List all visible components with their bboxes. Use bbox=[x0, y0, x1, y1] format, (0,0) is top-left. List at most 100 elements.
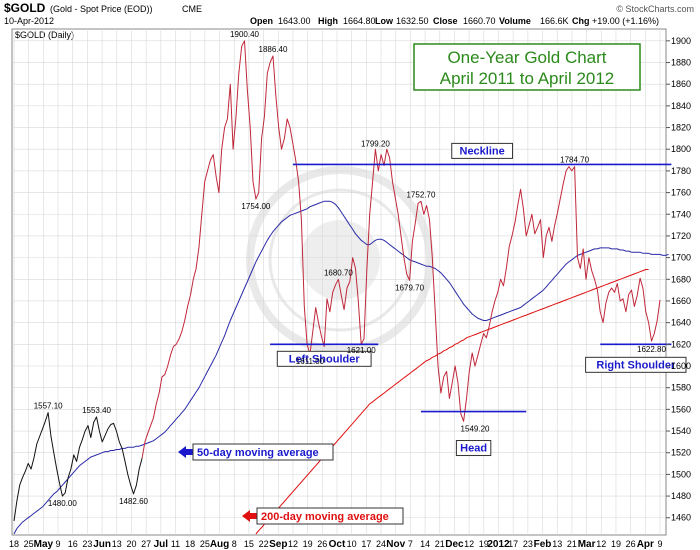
head-label-box bbox=[455, 440, 492, 457]
x-tick-label: 12 bbox=[288, 539, 298, 549]
x-tick-label: 11 bbox=[171, 539, 180, 549]
price-label: 1752.70 bbox=[406, 190, 435, 199]
ma50-legend-label: 50-day moving average bbox=[197, 447, 319, 459]
panel-label: $GOLD (Daily) bbox=[15, 30, 74, 40]
chg-value: +19.00 (+1.16%) bbox=[592, 16, 659, 26]
high-value: 1664.80 bbox=[343, 16, 376, 26]
exchange-label: CME bbox=[182, 4, 202, 14]
chart-title-line1: One-Year Gold Chart bbox=[447, 48, 606, 67]
y-tick-label: 1740 bbox=[671, 209, 691, 219]
x-tick-label: Apr bbox=[637, 539, 654, 550]
y-tick-label: 1480 bbox=[671, 491, 691, 501]
x-tick-label: 10 bbox=[347, 539, 357, 549]
x-tick-label: 18 bbox=[185, 539, 195, 549]
price-series bbox=[13, 40, 661, 522]
x-tick-label: Sep bbox=[269, 539, 287, 550]
left-shoulder-label: Left Shoulder bbox=[289, 353, 361, 365]
ohlc-readout: Open 1643.00 High 1664.80 Low 1632.50 Cl… bbox=[250, 16, 659, 26]
x-tick-label: 23 bbox=[82, 539, 92, 549]
symbol-title: $GOLD bbox=[4, 1, 46, 15]
y-tick-label: 1780 bbox=[671, 166, 691, 176]
x-tick-label: 27 bbox=[141, 539, 151, 549]
price-label: 1900.40 bbox=[230, 30, 259, 39]
low-label: Low bbox=[375, 16, 394, 26]
open-value: 1643.00 bbox=[278, 16, 311, 26]
x-tick-label: Aug bbox=[210, 539, 229, 550]
watermark-text: © StockCharts.com bbox=[616, 4, 694, 14]
price-label: 1549.20 bbox=[461, 424, 490, 433]
grid bbox=[12, 29, 666, 535]
x-tick-label: 21 bbox=[567, 539, 577, 549]
x-tick-label: 22 bbox=[259, 539, 269, 549]
low-value: 1632.50 bbox=[396, 16, 429, 26]
right-shoulder-label-box bbox=[585, 356, 687, 373]
x-tick-label: 2012 bbox=[487, 539, 510, 550]
volume-value: 166.6K bbox=[540, 16, 569, 26]
price-label: 1621.00 bbox=[347, 346, 376, 355]
price-label: 1886.40 bbox=[259, 45, 288, 54]
price-label: 1679.70 bbox=[395, 283, 424, 292]
price-label: 1799.20 bbox=[361, 139, 390, 148]
y-tick-label: 1600 bbox=[671, 361, 691, 371]
chart-title-box: One-Year Gold Chart April 2011 to April … bbox=[413, 43, 641, 91]
y-tick-label: 1520 bbox=[671, 448, 691, 458]
x-tick-label: 20 bbox=[126, 539, 136, 549]
ma50-legend: 50-day moving average bbox=[178, 443, 334, 461]
x-tick-label: 19 bbox=[303, 539, 313, 549]
x-tick-label: 14 bbox=[420, 539, 430, 549]
x-tick-label: 25 bbox=[24, 539, 34, 549]
x-tick-label: Oct bbox=[329, 539, 346, 550]
y-tick-label: 1720 bbox=[671, 231, 691, 241]
y-tick-label: 1580 bbox=[671, 383, 691, 393]
head-label: Head bbox=[460, 443, 487, 455]
price-label: 1680.70 bbox=[324, 268, 353, 277]
blue-arrow-icon bbox=[178, 446, 193, 458]
y-tick-label: 1560 bbox=[671, 404, 691, 414]
ma200-legend: 200-day moving average bbox=[242, 507, 404, 525]
x-tick-label: 9 bbox=[657, 539, 662, 549]
x-tick-label: Jun bbox=[93, 539, 111, 550]
neckline-label: Neckline bbox=[460, 145, 505, 157]
x-tick-label: 25 bbox=[200, 539, 210, 549]
x-tick-label: 26 bbox=[626, 539, 636, 549]
x-tick-label: Jul bbox=[154, 539, 169, 550]
x-tick-label: 16 bbox=[68, 539, 78, 549]
symbol-description: (Gold - Spot Price (EOD)) bbox=[50, 4, 153, 14]
x-tick-label: 18 bbox=[9, 539, 19, 549]
x-tick-label: 15 bbox=[244, 539, 254, 549]
y-tick-label: 1800 bbox=[671, 144, 691, 154]
price-label: 1557.10 bbox=[34, 402, 63, 411]
neckline-label-box bbox=[451, 142, 514, 159]
ma50-legend-box bbox=[192, 443, 334, 461]
close-label: Close bbox=[433, 16, 458, 26]
x-tick-label: Dec bbox=[445, 539, 464, 550]
y-tick-label: 1460 bbox=[671, 513, 691, 523]
y-tick-label: 1700 bbox=[671, 253, 691, 263]
x-tick-label: May bbox=[34, 539, 54, 550]
ma50-line bbox=[13, 200, 669, 535]
ma200-legend-box bbox=[256, 507, 404, 525]
chart-title-line2: April 2011 to April 2012 bbox=[440, 69, 615, 88]
high-label: High bbox=[318, 16, 338, 26]
plot-frame bbox=[11, 28, 667, 536]
red-arrow-icon bbox=[242, 510, 257, 522]
x-tick-label: 24 bbox=[376, 539, 386, 549]
price-line bbox=[141, 40, 661, 459]
y-tick-label: 1640 bbox=[671, 318, 691, 328]
y-tick-label: 1660 bbox=[671, 296, 691, 306]
x-axis: 18 25 May 9 16 23 Jun 13 20 27 Jul 11 18 25 Aug 8 15 22 Se… bbox=[9, 539, 663, 550]
chg-label: Chg bbox=[572, 16, 590, 26]
x-tick-label: 17 bbox=[361, 539, 371, 549]
price-label: 1754.00 bbox=[241, 202, 270, 211]
y-tick-label: 1880 bbox=[671, 58, 691, 68]
y-tick-label: 1620 bbox=[671, 339, 691, 349]
left-shoulder-label-box bbox=[276, 350, 372, 367]
price-label: 1482.60 bbox=[119, 497, 148, 506]
x-tick-label: Nov bbox=[386, 539, 405, 550]
y-tick-label: 1860 bbox=[671, 79, 691, 89]
x-tick-label: 21 bbox=[435, 539, 445, 549]
x-tick-label: 13 bbox=[112, 539, 122, 549]
price-labels: 1557.10 1480.00 1553.40 1482.60 1900.401886.… bbox=[34, 30, 667, 508]
y-tick-label: 1840 bbox=[671, 101, 691, 111]
